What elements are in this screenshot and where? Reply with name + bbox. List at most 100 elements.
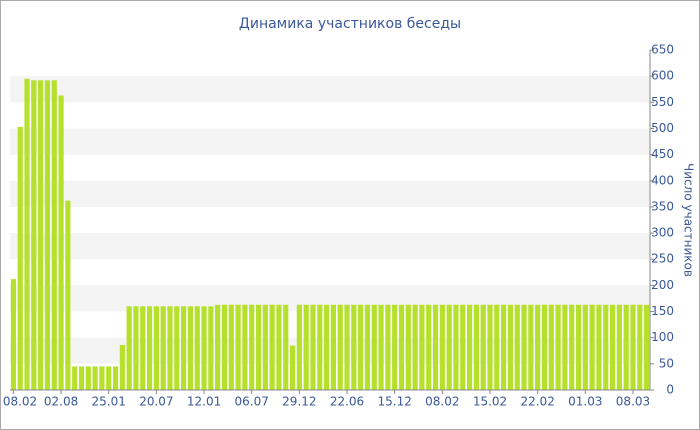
bar	[65, 200, 71, 390]
bar	[31, 80, 37, 390]
bar	[44, 80, 51, 390]
y-tick-label: 650	[651, 43, 674, 57]
bar	[487, 304, 493, 390]
bar	[609, 304, 616, 390]
bar	[358, 304, 364, 390]
y-tick-label: 200	[651, 278, 674, 292]
y-tick-label: 350	[651, 199, 674, 213]
y-tick-label: 50	[659, 356, 674, 370]
bar	[494, 304, 500, 390]
bar	[528, 304, 534, 390]
bar	[283, 304, 289, 390]
bar	[324, 304, 330, 390]
bar	[453, 304, 459, 390]
x-tick-label: 06.07	[235, 395, 269, 409]
x-tick-label: 29.12	[282, 395, 316, 409]
bar	[412, 304, 418, 390]
bar	[317, 304, 323, 390]
x-tick-label: 01.03	[568, 395, 602, 409]
bar	[153, 306, 159, 390]
grid-band	[10, 180, 650, 207]
bar	[181, 306, 187, 390]
bar	[351, 304, 357, 390]
bar	[106, 366, 112, 390]
bar	[140, 306, 146, 390]
grid-band	[10, 337, 650, 364]
x-tick-label: 02.08	[44, 395, 78, 409]
bar	[480, 304, 486, 390]
bar	[10, 279, 16, 390]
bar	[228, 304, 234, 390]
bar	[623, 304, 629, 390]
y-tick-label: 450	[651, 147, 674, 161]
grid-band	[10, 76, 650, 103]
bar	[296, 304, 302, 390]
bar	[344, 304, 350, 390]
y-tick-label: 500	[651, 121, 674, 135]
bar	[119, 345, 125, 390]
bar	[644, 304, 650, 390]
bar	[405, 304, 411, 390]
bar	[255, 304, 262, 390]
bar	[575, 304, 582, 390]
bar	[392, 304, 398, 390]
y-tick-label: 250	[651, 252, 674, 266]
x-tick-label: 25.01	[92, 395, 126, 409]
x-tick-label: 08.02	[425, 395, 459, 409]
grid-band	[10, 285, 650, 312]
chart-title: Динамика участников беседы	[239, 16, 461, 32]
bar	[426, 304, 432, 390]
y-tick-label: 0	[666, 383, 674, 397]
bar	[17, 126, 23, 391]
bar	[616, 304, 622, 390]
bar	[24, 78, 30, 391]
grid-band	[10, 233, 650, 260]
x-tick-label: 08.02	[3, 395, 37, 409]
bar	[337, 304, 343, 390]
bar	[85, 366, 91, 390]
bar	[187, 306, 194, 390]
bar	[507, 304, 514, 390]
bar	[160, 306, 166, 390]
x-tick-label: 22.02	[520, 395, 554, 409]
bar	[589, 304, 595, 390]
bar	[596, 304, 602, 390]
bar	[51, 80, 57, 390]
bar	[603, 304, 609, 390]
bar	[38, 80, 44, 390]
bar	[582, 304, 588, 390]
bar	[541, 304, 548, 390]
bar	[378, 304, 384, 390]
bar	[310, 304, 316, 390]
bar	[289, 345, 296, 390]
bar	[92, 366, 98, 390]
bar	[208, 306, 214, 390]
bar	[215, 304, 221, 390]
bar	[535, 304, 541, 390]
bar	[201, 306, 207, 390]
bar	[460, 304, 466, 390]
x-tick-label: 08.03	[616, 395, 650, 409]
x-tick-label: 20.07	[139, 395, 173, 409]
bar	[385, 304, 391, 390]
bar	[562, 304, 568, 390]
bar	[194, 306, 200, 390]
bar	[146, 306, 153, 390]
y-tick-label: 550	[651, 95, 674, 109]
y-axis-label: Число участников	[682, 163, 696, 277]
x-tick-label: 15.02	[473, 395, 507, 409]
x-tick-label: 12.01	[187, 395, 221, 409]
bar	[78, 366, 85, 390]
bar	[473, 304, 479, 390]
x-tick-label: 15.12	[378, 395, 412, 409]
bar	[235, 304, 241, 390]
bar	[630, 304, 636, 390]
bar	[398, 304, 405, 390]
bar	[419, 304, 425, 390]
bar	[521, 304, 527, 390]
x-tick-label: 22.06	[330, 395, 364, 409]
y-tick-label: 100	[651, 330, 674, 344]
bar	[371, 304, 377, 390]
bar	[432, 304, 439, 390]
